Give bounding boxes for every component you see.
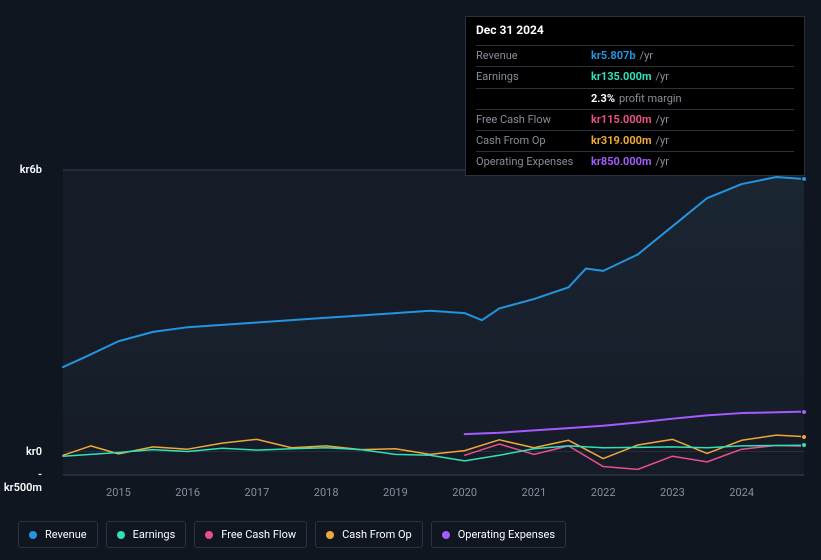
legend-dot-icon [442,531,450,539]
tooltip-row-value: 2.3%profit margin [591,92,794,106]
legend-item-revenue[interactable]: Revenue [18,521,98,548]
x-axis-tick-label: 2020 [452,486,477,499]
x-axis-tick-label: 2015 [106,486,131,499]
x-axis-tick-label: 2016 [175,486,200,499]
x-axis-tick-label: 2017 [245,486,270,499]
legend-label: Operating Expenses [458,528,555,541]
tooltip-row-label: Revenue [476,49,591,63]
tooltip-row: Operating Expenseskr850.000m/yr [476,151,794,172]
tooltip-row-label: Free Cash Flow [476,113,591,127]
tooltip-date: Dec 31 2024 [476,23,794,41]
tooltip-row-label: Cash From Op [476,134,591,148]
legend-item-earnings[interactable]: Earnings [106,521,187,548]
x-axis-tick-label: 2019 [383,486,408,499]
tooltip-row-value: kr5.807b/yr [591,49,794,63]
legend-dot-icon [29,531,37,539]
tooltip-row-value: kr135.000m/yr [591,70,794,84]
legend-label: Earnings [133,528,176,541]
legend-dot-icon [205,531,213,539]
tooltip-row: Earningskr135.000m/yr [476,66,794,87]
chart-legend: Revenue Earnings Free Cash Flow Cash From O… [18,521,566,548]
y-axis-tick-label: -kr500m [2,468,42,494]
tooltip-row-value: kr115.000m/yr [591,113,794,127]
tooltip-row-label: Operating Expenses [476,155,591,169]
tooltip-row: 2.3%profit margin [476,88,794,109]
tooltip-row: Cash From Opkr319.000m/yr [476,130,794,151]
dashboard-root: kr6b kr0 -kr500m 2015 2016 2017 2018 2019 2020 2… [0,0,821,560]
legend-dot-icon [326,531,334,539]
tooltip-row: Free Cash Flowkr115.000m/yr [476,109,794,130]
y-axis-tick-label: kr0 [2,445,42,458]
tooltip-row: Revenuekr5.807b/yr [476,45,794,66]
x-axis-tick-label: 2024 [729,486,754,499]
x-axis-tick-label: 2018 [314,486,339,499]
series-marker-operating_expenses [801,409,807,415]
y-axis-tick-label: kr6b [2,163,42,176]
data-tooltip: Dec 31 2024 Revenuekr5.807b/yrEarningskr… [465,16,805,176]
legend-item-operating_expenses[interactable]: Operating Expenses [431,521,566,548]
tooltip-row-value: kr319.000m/yr [591,134,794,148]
legend-label: Cash From Op [342,528,412,541]
series-marker-cash_from_op [801,434,807,440]
tooltip-row-label: Earnings [476,70,591,84]
tooltip-row-value: kr850.000m/yr [591,155,794,169]
tooltip-row-label [476,92,591,106]
x-axis-tick-label: 2022 [591,486,616,499]
legend-label: Free Cash Flow [221,528,296,541]
series-marker-revenue [801,176,807,182]
x-axis-tick-label: 2023 [660,486,685,499]
legend-dot-icon [117,531,125,539]
legend-label: Revenue [45,528,87,541]
legend-item-free_cash_flow[interactable]: Free Cash Flow [194,521,307,548]
x-axis-tick-label: 2021 [522,486,547,499]
legend-item-cash_from_op[interactable]: Cash From Op [315,521,423,548]
